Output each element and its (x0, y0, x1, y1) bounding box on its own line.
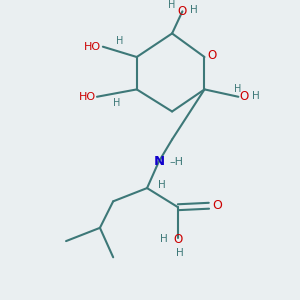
Text: O: O (207, 49, 217, 62)
Text: O: O (178, 5, 187, 18)
Text: O: O (212, 199, 222, 212)
Text: N: N (153, 155, 164, 168)
Text: H: H (113, 98, 121, 108)
Text: H: H (190, 5, 198, 15)
Text: O: O (240, 90, 249, 103)
Text: H: H (116, 36, 124, 46)
Text: H: H (160, 234, 168, 244)
Text: HO: HO (84, 42, 101, 52)
Text: H: H (176, 248, 183, 258)
Text: H: H (234, 83, 241, 94)
Text: O: O (173, 233, 183, 246)
Text: HO: HO (78, 92, 95, 102)
Text: H: H (168, 0, 176, 10)
Text: H: H (158, 180, 166, 190)
Text: H: H (253, 91, 260, 101)
Text: –H: –H (169, 158, 184, 167)
